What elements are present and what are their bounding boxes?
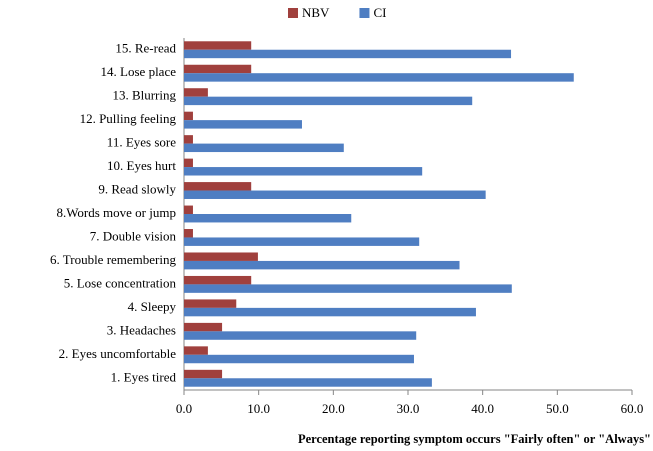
- y-tick-label: 1. Eyes tired: [111, 369, 177, 384]
- bar: [184, 64, 252, 74]
- y-tick-label: 12. Pulling feeling: [80, 111, 177, 126]
- bar: [184, 182, 252, 191]
- bar: [184, 214, 352, 223]
- bar: [184, 143, 344, 153]
- bar: [184, 322, 223, 332]
- y-tick-label: 8.Words move or jump: [56, 205, 176, 220]
- bar: [184, 252, 258, 261]
- bar: [184, 299, 237, 308]
- y-tick-label: 4. Sleepy: [128, 299, 177, 314]
- legend-label: CI: [373, 5, 386, 20]
- y-tick-label: 6. Trouble remembering: [50, 252, 177, 267]
- bar: [184, 346, 208, 355]
- x-tick-label: 20.0: [322, 401, 345, 416]
- bar: [184, 41, 252, 50]
- bar: [184, 260, 460, 270]
- bar: [184, 190, 486, 199]
- y-tick-label: 11. Eyes sore: [107, 135, 176, 150]
- bar: [184, 378, 432, 387]
- y-tick-label: 14. Lose place: [101, 64, 177, 79]
- legend-label: NBV: [302, 5, 330, 20]
- bar: [184, 354, 414, 364]
- x-tick-label: 0.0: [176, 401, 192, 416]
- x-tick-label: 60.0: [621, 401, 644, 416]
- x-tick-label: 50.0: [546, 401, 569, 416]
- bar: [184, 369, 223, 379]
- bar: [184, 167, 423, 176]
- y-tick-label: 9. Read slowly: [98, 182, 176, 197]
- bar: [184, 135, 193, 144]
- bar: [184, 158, 193, 168]
- y-tick-label: 5. Lose concentration: [64, 275, 177, 290]
- y-tick-label: 15. Re-read: [115, 41, 176, 56]
- bar: [184, 284, 512, 293]
- bar: [184, 73, 574, 82]
- bar: [184, 205, 193, 214]
- bar: [184, 275, 252, 285]
- bar: [184, 331, 417, 340]
- bar: [184, 229, 193, 238]
- x-tick-label: 30.0: [397, 401, 420, 416]
- y-tick-label: 2. Eyes uncomfortable: [59, 346, 177, 361]
- bar: [184, 96, 473, 106]
- bar: [184, 120, 302, 129]
- y-tick-label: 3. Headaches: [107, 322, 176, 337]
- bar: [184, 307, 476, 317]
- legend-swatch: [359, 8, 370, 18]
- y-tick-label: 13. Blurring: [112, 88, 176, 103]
- x-tick-label: 10.0: [247, 401, 270, 416]
- x-tick-label: 40.0: [471, 401, 494, 416]
- bar: [184, 111, 193, 121]
- bar: [184, 49, 512, 59]
- bar: [184, 237, 420, 246]
- legend-swatch: [288, 8, 298, 18]
- x-axis-title: Percentage reporting symptom occurs "Fai…: [298, 432, 651, 446]
- y-tick-label: 7. Double vision: [90, 228, 177, 243]
- bar: [184, 88, 208, 97]
- y-tick-label: 10. Eyes hurt: [107, 158, 176, 173]
